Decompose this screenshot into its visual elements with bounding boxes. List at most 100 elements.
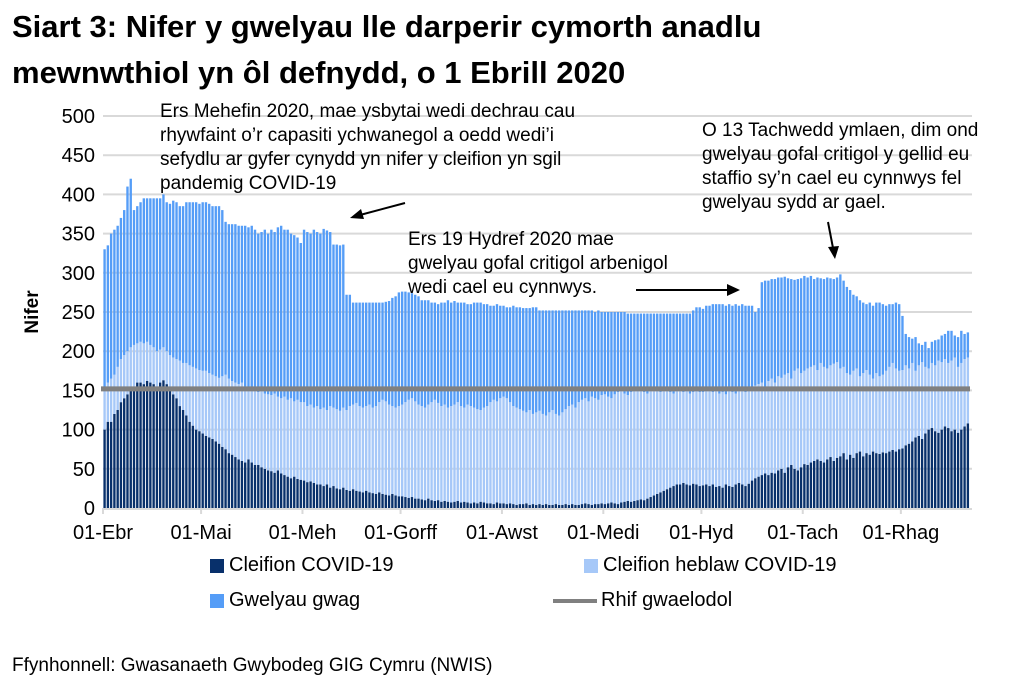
bar-empty-beds bbox=[175, 202, 178, 360]
bar-non-covid bbox=[780, 377, 783, 469]
bar-covid bbox=[858, 451, 862, 508]
bar-covid bbox=[911, 441, 914, 508]
bar-non-covid bbox=[191, 366, 195, 426]
bar-non-covid bbox=[345, 410, 348, 490]
bar-non-covid bbox=[770, 378, 773, 473]
bar-non-covid bbox=[858, 376, 862, 452]
bar-non-covid bbox=[629, 391, 633, 502]
bar-non-covid bbox=[309, 404, 312, 482]
bar-non-covid bbox=[871, 378, 875, 452]
bar-covid bbox=[270, 471, 273, 508]
bar-empty-beds bbox=[502, 305, 505, 397]
bar-covid bbox=[672, 486, 675, 508]
bar-non-covid bbox=[397, 406, 401, 497]
bar-empty-beds bbox=[806, 277, 809, 369]
y-tick-label: 150 bbox=[62, 380, 95, 402]
bar-empty-beds bbox=[911, 338, 914, 363]
bar-covid bbox=[273, 472, 276, 508]
annotation-line: gwelyau gofal critigol y gellid eu bbox=[702, 144, 970, 165]
bar-covid bbox=[515, 504, 518, 508]
bar-empty-beds bbox=[826, 277, 829, 369]
bar-covid bbox=[587, 504, 590, 508]
bar-covid bbox=[178, 406, 181, 508]
bar-non-covid bbox=[947, 362, 950, 429]
bar-covid bbox=[839, 456, 842, 508]
bar-empty-beds bbox=[178, 206, 181, 361]
arrow-october-head bbox=[727, 284, 740, 296]
bar-non-covid bbox=[600, 395, 603, 504]
bar-non-covid bbox=[943, 359, 947, 427]
bar-non-covid bbox=[564, 409, 567, 505]
bar-empty-beds bbox=[400, 291, 404, 405]
bar-empty-beds bbox=[718, 304, 721, 394]
bar-non-covid bbox=[109, 378, 113, 422]
bar-non-covid bbox=[822, 366, 826, 463]
bar-covid bbox=[450, 502, 453, 508]
bar-non-covid bbox=[172, 357, 175, 395]
legend-line-swatch bbox=[553, 598, 597, 603]
bar-empty-beds bbox=[116, 225, 119, 367]
x-tick-label: 01-Ebr bbox=[73, 522, 133, 544]
bar-empty-beds bbox=[855, 296, 858, 369]
bar-covid bbox=[557, 504, 561, 508]
bar-covid bbox=[466, 502, 469, 508]
bar-covid bbox=[508, 503, 512, 508]
bar-covid bbox=[172, 394, 175, 508]
bar-empty-beds bbox=[822, 279, 826, 367]
bar-empty-beds bbox=[492, 305, 495, 400]
legend-swatch bbox=[210, 558, 224, 573]
bar-covid bbox=[139, 382, 142, 508]
chart-title: Siart 3: Nifer y gwelyau lle darperir cy… bbox=[12, 4, 761, 96]
bar-covid bbox=[714, 486, 718, 508]
annotation-arrows bbox=[350, 202, 839, 296]
bar-empty-beds bbox=[871, 305, 875, 379]
bar-covid bbox=[348, 490, 352, 508]
bar-empty-beds bbox=[898, 304, 901, 371]
bar-non-covid bbox=[744, 391, 747, 487]
bar-covid bbox=[737, 482, 741, 508]
bar-non-covid bbox=[489, 402, 492, 504]
bar-non-covid bbox=[754, 385, 757, 479]
bar-covid bbox=[381, 493, 384, 508]
bar-empty-beds bbox=[394, 296, 397, 408]
bar-empty-beds bbox=[685, 313, 688, 391]
bar-covid bbox=[208, 437, 211, 508]
bar-non-covid bbox=[777, 376, 780, 471]
bar-covid bbox=[754, 478, 757, 508]
bar-covid bbox=[198, 431, 201, 508]
bar-non-covid bbox=[371, 407, 374, 494]
bar-empty-beds bbox=[956, 337, 960, 367]
bar-covid bbox=[315, 484, 319, 508]
bar-covid bbox=[731, 486, 734, 508]
bar-empty-beds bbox=[531, 307, 535, 414]
bar-covid bbox=[783, 472, 786, 508]
bar-non-covid bbox=[646, 393, 649, 499]
bar-covid bbox=[332, 486, 335, 508]
bar-empty-beds bbox=[119, 217, 123, 360]
bar-non-covid bbox=[479, 410, 482, 502]
bar-covid bbox=[188, 421, 191, 508]
bar-empty-beds bbox=[734, 304, 737, 394]
bar-non-covid bbox=[705, 390, 708, 485]
bar-covid bbox=[433, 500, 437, 508]
bar-empty-beds bbox=[397, 292, 401, 407]
bar-covid bbox=[201, 433, 204, 508]
bar-covid bbox=[901, 448, 904, 508]
bar-empty-beds bbox=[391, 297, 394, 407]
bar-covid bbox=[368, 492, 371, 508]
bar-covid bbox=[240, 460, 244, 508]
bar-covid bbox=[211, 439, 214, 508]
bar-covid bbox=[250, 462, 253, 508]
bar-non-covid bbox=[162, 347, 165, 381]
bar-covid bbox=[584, 503, 587, 508]
bar-empty-beds bbox=[790, 279, 793, 379]
bar-empty-beds bbox=[606, 312, 610, 397]
bar-covid bbox=[440, 501, 443, 508]
bar-covid bbox=[149, 382, 152, 508]
bar-empty-beds bbox=[783, 276, 786, 375]
bar-non-covid bbox=[698, 391, 701, 487]
bar-non-covid bbox=[907, 368, 911, 444]
bar-covid bbox=[891, 449, 894, 508]
bar-empty-beds bbox=[463, 302, 466, 408]
bar-empty-beds bbox=[430, 302, 433, 403]
